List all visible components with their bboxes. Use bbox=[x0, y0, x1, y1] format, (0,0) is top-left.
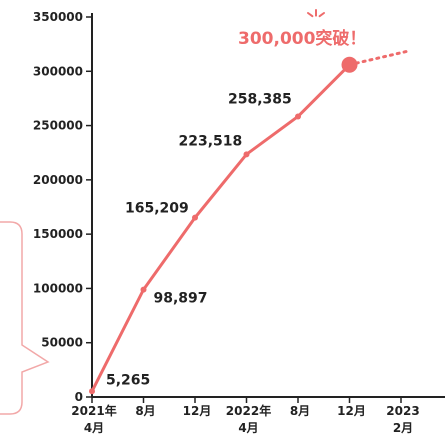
x-tick-label: 12月 bbox=[183, 404, 212, 418]
milestone-annotation: 300,000突破！ bbox=[238, 28, 366, 49]
y-tick-label: 100000 bbox=[33, 281, 83, 295]
speech-bubble-outline bbox=[0, 221, 50, 415]
x-tick-label: 2021年 bbox=[71, 403, 116, 418]
data-point bbox=[295, 113, 301, 120]
y-tick-label: 200000 bbox=[33, 173, 83, 187]
x-tick-label: 2022年 bbox=[226, 403, 271, 418]
x-tick-label: 12月 bbox=[337, 404, 366, 418]
x-tick-sublabel: 4月 bbox=[84, 421, 104, 435]
y-tick-label: 350000 bbox=[33, 10, 83, 24]
y-tick-label: 50000 bbox=[41, 336, 83, 350]
x-tick-sublabel: 2月 bbox=[393, 421, 413, 435]
projection-dotted-line bbox=[348, 49, 411, 67]
x-tick-label: 8月 bbox=[290, 404, 310, 418]
data-point bbox=[192, 214, 198, 221]
data-label: 165,209 bbox=[125, 201, 189, 217]
data-label: 98,897 bbox=[154, 291, 208, 307]
x-tick-label: 8月 bbox=[135, 404, 155, 418]
burst-stroke bbox=[307, 12, 314, 18]
y-tick-label: 300000 bbox=[33, 64, 83, 78]
y-tick-label: 250000 bbox=[33, 119, 83, 133]
data-label: 223,518 bbox=[179, 133, 243, 149]
data-point bbox=[140, 286, 147, 293]
burst-stroke bbox=[318, 12, 325, 18]
series-line bbox=[90, 63, 351, 392]
data-label: 5,265 bbox=[106, 372, 150, 388]
milestone-point bbox=[341, 56, 358, 73]
data-point bbox=[89, 388, 95, 395]
y-tick-label: 150000 bbox=[33, 227, 83, 241]
data-point bbox=[243, 151, 250, 158]
x-tick-sublabel: 4月 bbox=[238, 421, 258, 435]
data-label: 258,385 bbox=[228, 91, 292, 107]
y-tick-label: 0 bbox=[75, 390, 83, 404]
x-tick-label: 2023 bbox=[386, 404, 419, 418]
